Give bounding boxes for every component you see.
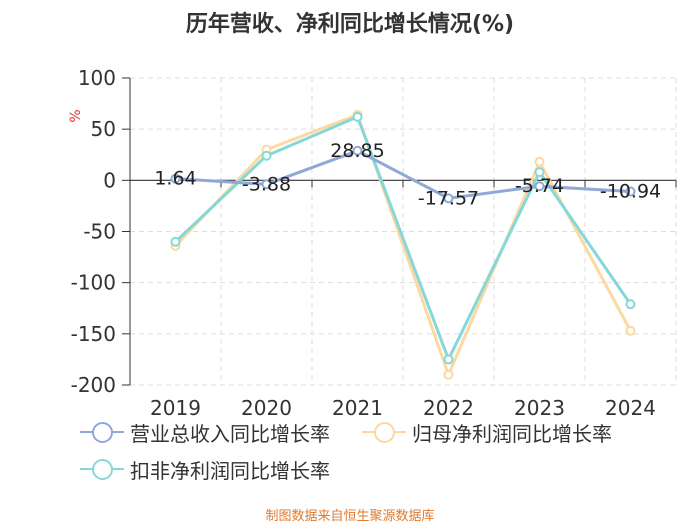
y-tick-label: 50 [91, 117, 116, 141]
data-point [261, 150, 272, 161]
x-tick-label: 2022 [423, 396, 474, 420]
data-point [261, 179, 272, 190]
data-point [443, 369, 454, 380]
series-line [174, 115, 632, 361]
x-tick-label: 2024 [605, 396, 656, 420]
legend-label: 归母净利润同比增长率 [412, 421, 612, 446]
data-labels: 1.64 -3.88 28.85 -17.57 -5.74 -10.94 [154, 140, 661, 210]
legend-item-deducted-net-profit[interactable]: 扣非净利润同比增长率 [80, 454, 330, 484]
x-tick-label: 2019 [150, 396, 201, 420]
data-point [170, 236, 181, 247]
data-point [352, 111, 363, 122]
axes: 100 50 0 -50 -100 -150 -200 2019 2020 2021 2022 202… [68, 66, 677, 420]
data-point [534, 167, 545, 178]
data-point [170, 173, 181, 184]
data-point [625, 299, 636, 310]
data-point [352, 145, 363, 156]
series-lines [170, 109, 636, 380]
data-label: -17.57 [418, 187, 479, 209]
data-point [534, 181, 545, 192]
legend-item-revenue[interactable]: 营业总收入同比增长率 [80, 417, 330, 447]
y-tick-label: 0 [103, 168, 116, 192]
y-tick-label: -200 [71, 373, 116, 397]
grid-lines [129, 77, 677, 386]
series-line [174, 113, 632, 377]
x-tick-label: 2023 [514, 396, 565, 420]
y-tick-label: -150 [71, 322, 116, 346]
legend-label: 营业总收入同比增长率 [130, 421, 330, 446]
chart-title: 历年营收、净利同比增长情况(%) [185, 12, 515, 37]
y-tick-label: -100 [71, 271, 116, 295]
data-label: -3.88 [242, 173, 291, 195]
data-point [443, 193, 454, 204]
y-tick-label: 100 [78, 66, 116, 90]
data-point [625, 186, 636, 197]
x-tick-label: 2021 [332, 396, 383, 420]
data-label: -10.94 [600, 181, 661, 203]
data-point [443, 354, 454, 365]
y-tick-label: -50 [83, 220, 116, 244]
data-label: -5.74 [515, 175, 564, 197]
source-note: 制图数据来自恒生聚源数据库 [265, 509, 435, 524]
legend-item-net-profit[interactable]: 归母净利润同比增长率 [362, 417, 612, 447]
series-line [174, 149, 632, 200]
data-label: 28.85 [330, 140, 384, 162]
y-axis-label: % [68, 109, 84, 122]
data-point [534, 156, 545, 167]
x-tick-label: 2020 [241, 396, 292, 420]
data-label: 1.64 [154, 168, 196, 190]
data-point [625, 325, 636, 336]
legend-label: 扣非净利润同比增长率 [130, 458, 330, 483]
